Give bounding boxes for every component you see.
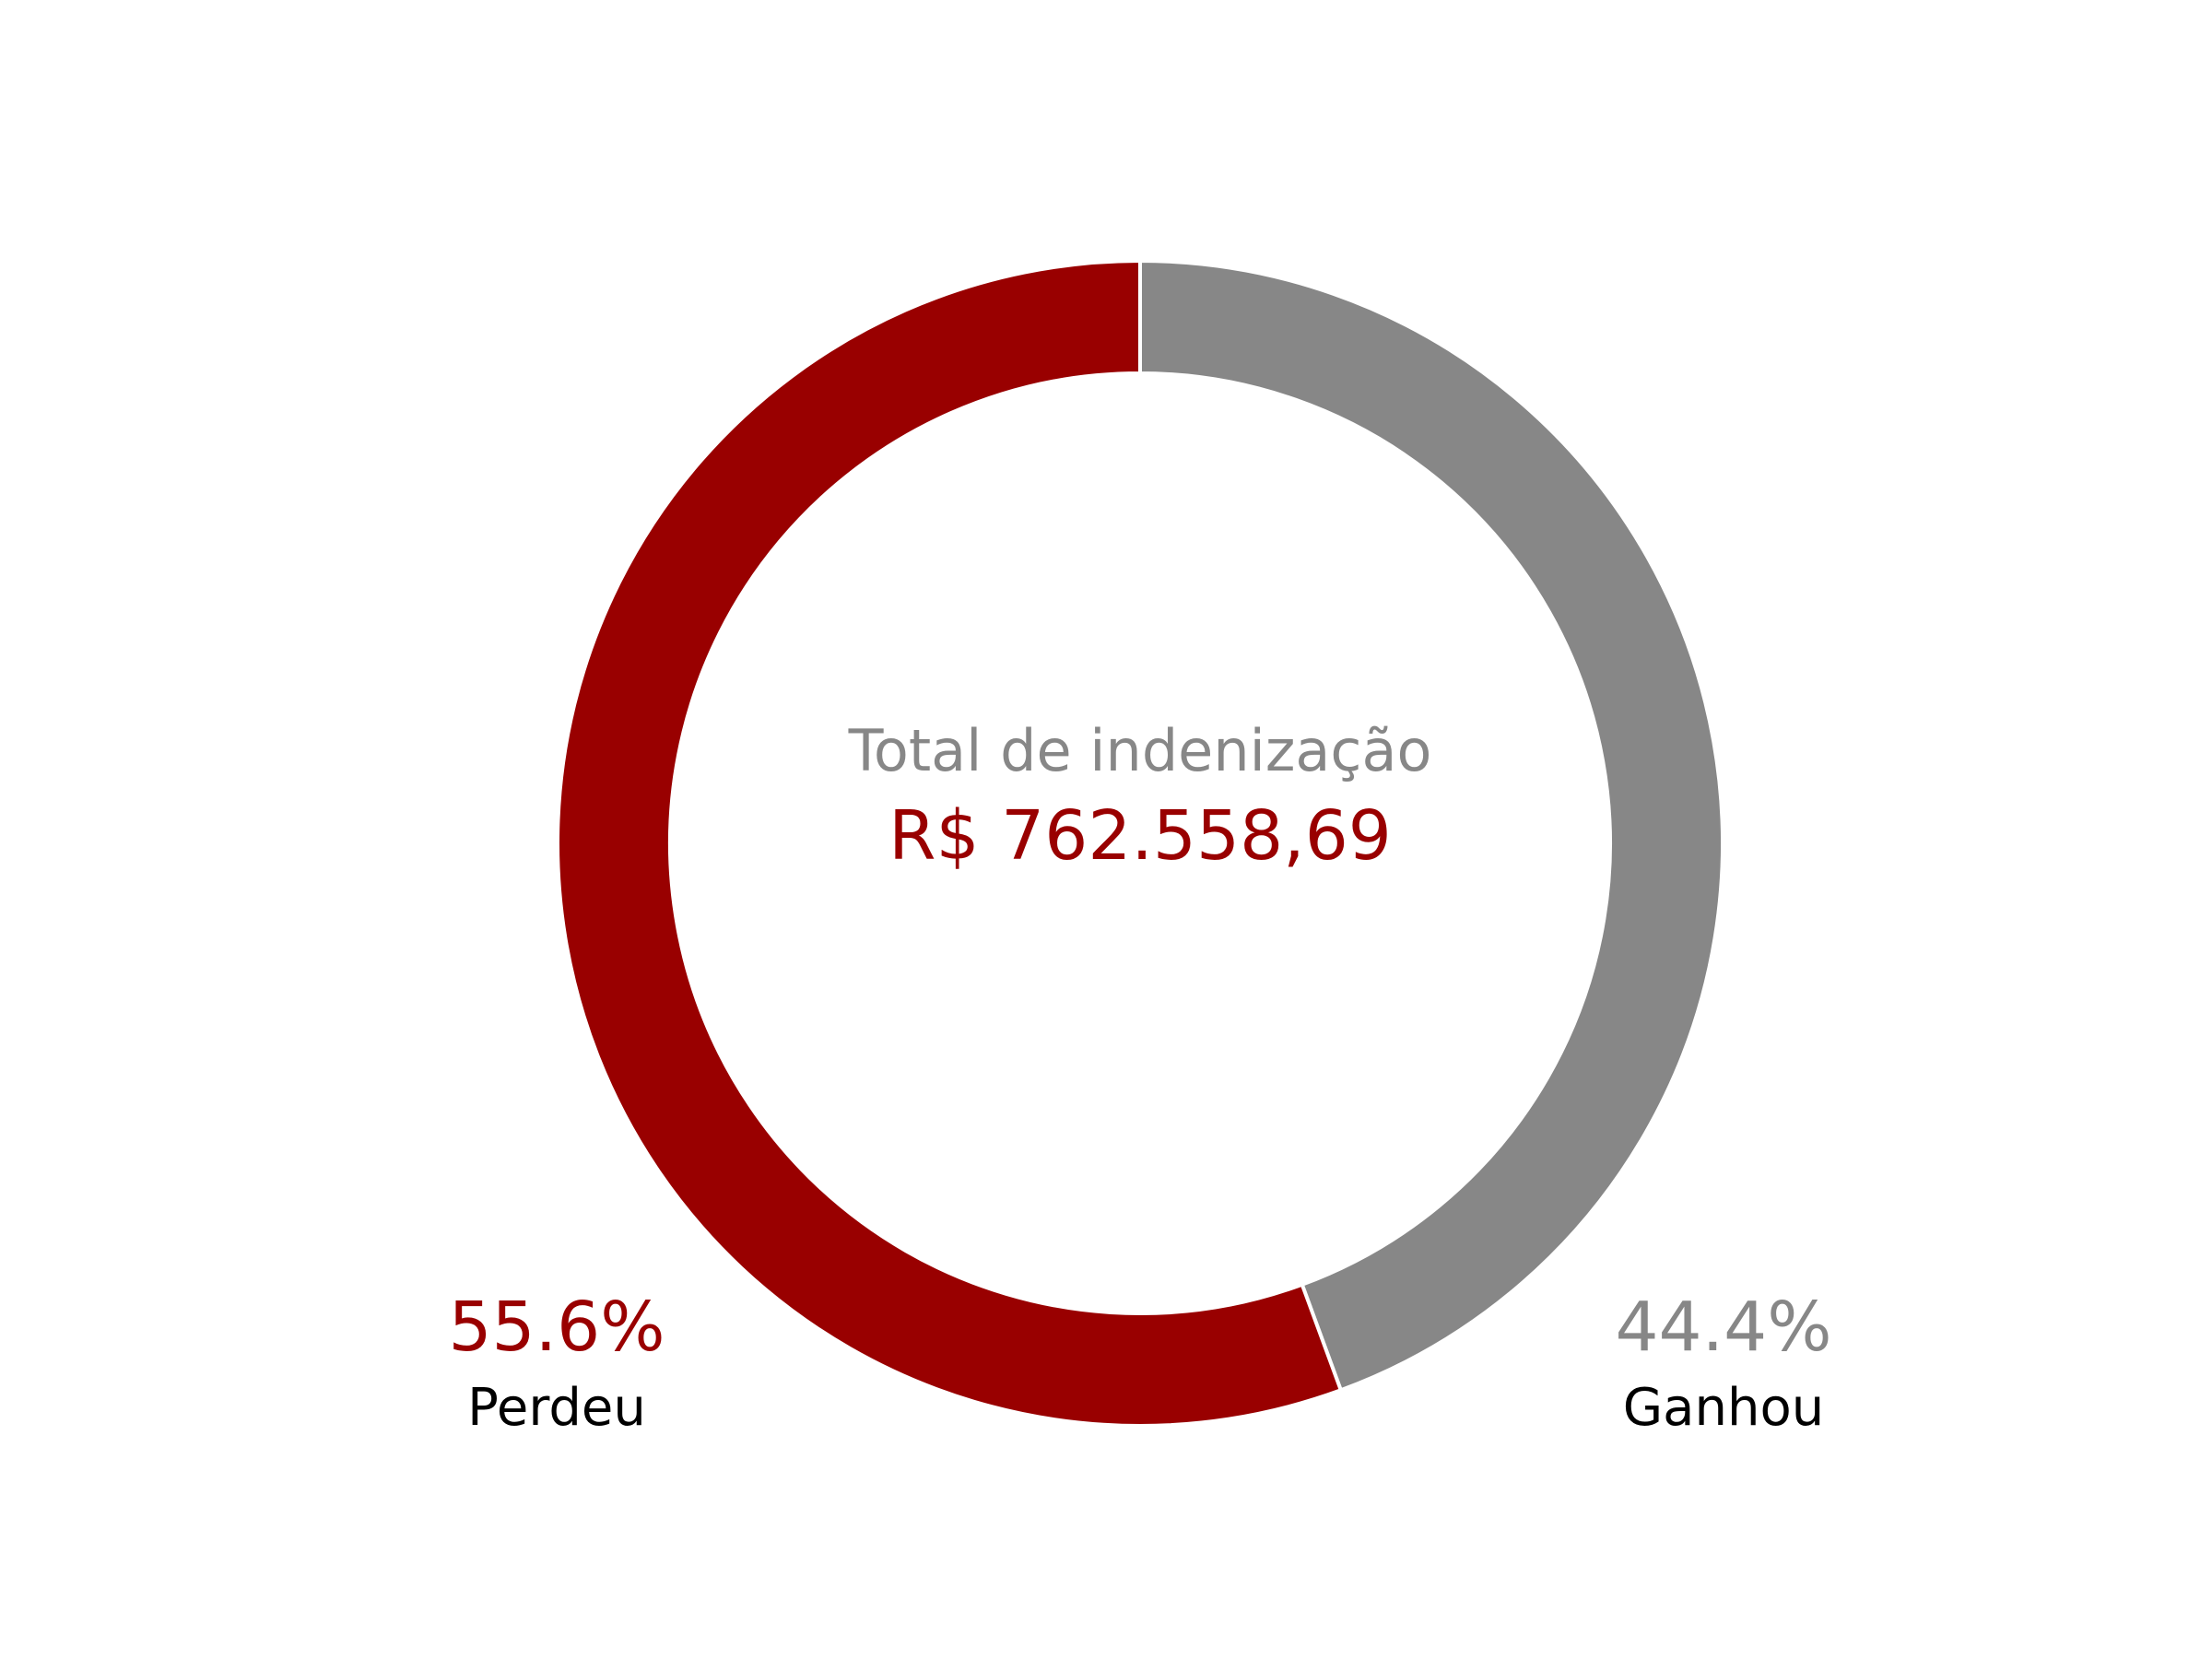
center-total-value: R$ 762.558,69 — [888, 796, 1392, 876]
donut-slice-ganhou — [1138, 258, 1724, 1393]
donut-slice-perdeu — [556, 258, 1344, 1428]
percent-label-ganhou: 44.4% — [1615, 1288, 1831, 1367]
category-label-perdeu: Perdeu — [467, 1378, 646, 1438]
donut-slices — [556, 258, 1724, 1428]
category-label-ganhou: Ganhou — [1623, 1378, 1824, 1438]
percent-label-perdeu: 55.6% — [448, 1288, 665, 1367]
center-label: Total de indenização — [848, 717, 1432, 784]
